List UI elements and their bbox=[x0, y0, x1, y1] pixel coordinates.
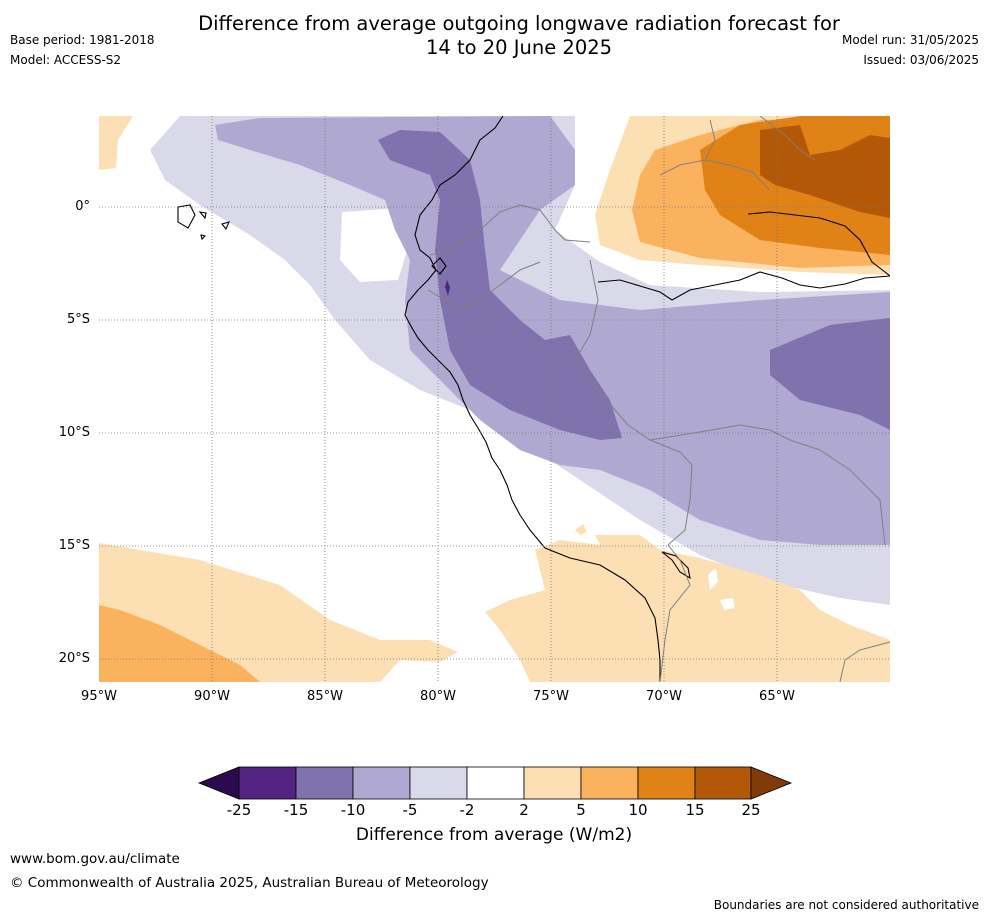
lon-label-70w: 70°W bbox=[646, 689, 682, 704]
border-southeast bbox=[839, 641, 890, 682]
lat-label-10s: 10°S bbox=[58, 425, 90, 440]
colorbar-tick: 15 bbox=[685, 801, 705, 819]
colorbar-tick: -5 bbox=[402, 801, 418, 819]
colorbar bbox=[197, 766, 793, 800]
colorbar-segment bbox=[238, 766, 297, 800]
neutral-hole-1 bbox=[708, 568, 718, 590]
anomaly-region-15-25-north bbox=[760, 125, 890, 218]
footer-copyright: © Commonwealth of Australia 2025, Austra… bbox=[10, 875, 489, 891]
colorbar-tick: -10 bbox=[340, 801, 366, 819]
lake-titicaca bbox=[661, 551, 691, 580]
coastline bbox=[177, 116, 890, 682]
border-venezuela bbox=[659, 159, 771, 191]
meta-right: Model run: 31/05/2025 Issued: 03/06/2025 bbox=[842, 30, 979, 70]
neutral-gap-2 bbox=[555, 225, 890, 292]
anomaly-region-minus10-minus15-east bbox=[770, 318, 890, 430]
border-peru-brazil bbox=[574, 259, 693, 546]
issued-date: Issued: 03/06/2025 bbox=[863, 53, 979, 67]
footer-note: Boundaries are not considered authoritat… bbox=[713, 898, 979, 912]
lon-label-90w: 90°W bbox=[194, 689, 230, 704]
footer-url: www.bom.gov.au/climate bbox=[10, 851, 180, 867]
colorbar-tick: 2 bbox=[519, 801, 529, 819]
colorbar-segment bbox=[295, 766, 354, 800]
coastline-amazon-mouth bbox=[747, 211, 890, 277]
meta-left: Base period: 1981-2018 Model: ACCESS-S2 bbox=[10, 30, 155, 70]
colorbar-segment bbox=[409, 766, 468, 800]
title-line-1: Difference from average outgoing longwav… bbox=[198, 12, 840, 35]
colorbar-tick: -2 bbox=[459, 801, 475, 819]
coastline-north bbox=[597, 271, 890, 301]
anomaly-region-minus15-minus25 bbox=[445, 280, 450, 296]
border-ecuador-peru bbox=[427, 261, 541, 311]
colorbar-segment bbox=[637, 766, 696, 800]
model-name: Model: ACCESS-S2 bbox=[10, 53, 122, 67]
galapagos-islands bbox=[177, 204, 230, 241]
border-colombia-peru bbox=[429, 204, 591, 256]
colorbar-extend-high bbox=[750, 766, 793, 800]
colorbar-segment bbox=[523, 766, 582, 800]
colorbar-segment bbox=[580, 766, 639, 800]
lon-label-65w: 65°W bbox=[759, 689, 795, 704]
gulf-of-guayaquil bbox=[431, 257, 447, 275]
lon-label-75w: 75°W bbox=[533, 689, 569, 704]
anomaly-region-2-5-islet bbox=[575, 524, 587, 535]
colorbar-tick: 25 bbox=[741, 801, 761, 819]
map-fill bbox=[99, 116, 890, 682]
colorbar-tick: 5 bbox=[576, 801, 586, 819]
anomaly-region-5-10-southwest bbox=[99, 605, 260, 682]
anomaly-region-minus10-minus15 bbox=[378, 130, 622, 440]
colorbar-segment bbox=[694, 766, 752, 800]
gridlines bbox=[99, 116, 890, 682]
anomaly-region-minus5-minus10 bbox=[215, 116, 890, 545]
colorbar-tick: -15 bbox=[283, 801, 309, 819]
colorbar-segment bbox=[352, 766, 411, 800]
colorbar-extend-low bbox=[197, 766, 240, 800]
lat-label-0: 0° bbox=[75, 199, 90, 214]
anomaly-region-2-5-northwest bbox=[99, 116, 133, 170]
lat-label-5s: 5°S bbox=[66, 312, 90, 327]
coastline-west bbox=[404, 116, 661, 682]
neutral-hole-2 bbox=[720, 598, 735, 610]
lat-label-20s: 20°S bbox=[58, 651, 90, 666]
lat-label-15s: 15°S bbox=[58, 538, 90, 553]
colorbar-segment bbox=[466, 766, 525, 800]
colorbar-tick: -25 bbox=[226, 801, 252, 819]
model-run: Model run: 31/05/2025 bbox=[841, 33, 979, 47]
colorbar-tick: 10 bbox=[628, 801, 648, 819]
lon-label-80w: 80°W bbox=[420, 689, 456, 704]
lon-label-95w: 95°W bbox=[81, 689, 117, 704]
border-brazil-bolivia bbox=[649, 424, 886, 546]
base-period: Base period: 1981-2018 bbox=[10, 33, 155, 47]
colorbar-label: Difference from average (W/m2) bbox=[355, 825, 633, 845]
lon-label-85w: 85°W bbox=[307, 689, 343, 704]
border-north-east bbox=[704, 116, 816, 161]
title-line-2: 14 to 20 June 2025 bbox=[425, 36, 613, 59]
anomaly-region-2-5-southeast bbox=[485, 535, 890, 682]
chart-title: Difference from average outgoing longwav… bbox=[150, 12, 888, 60]
